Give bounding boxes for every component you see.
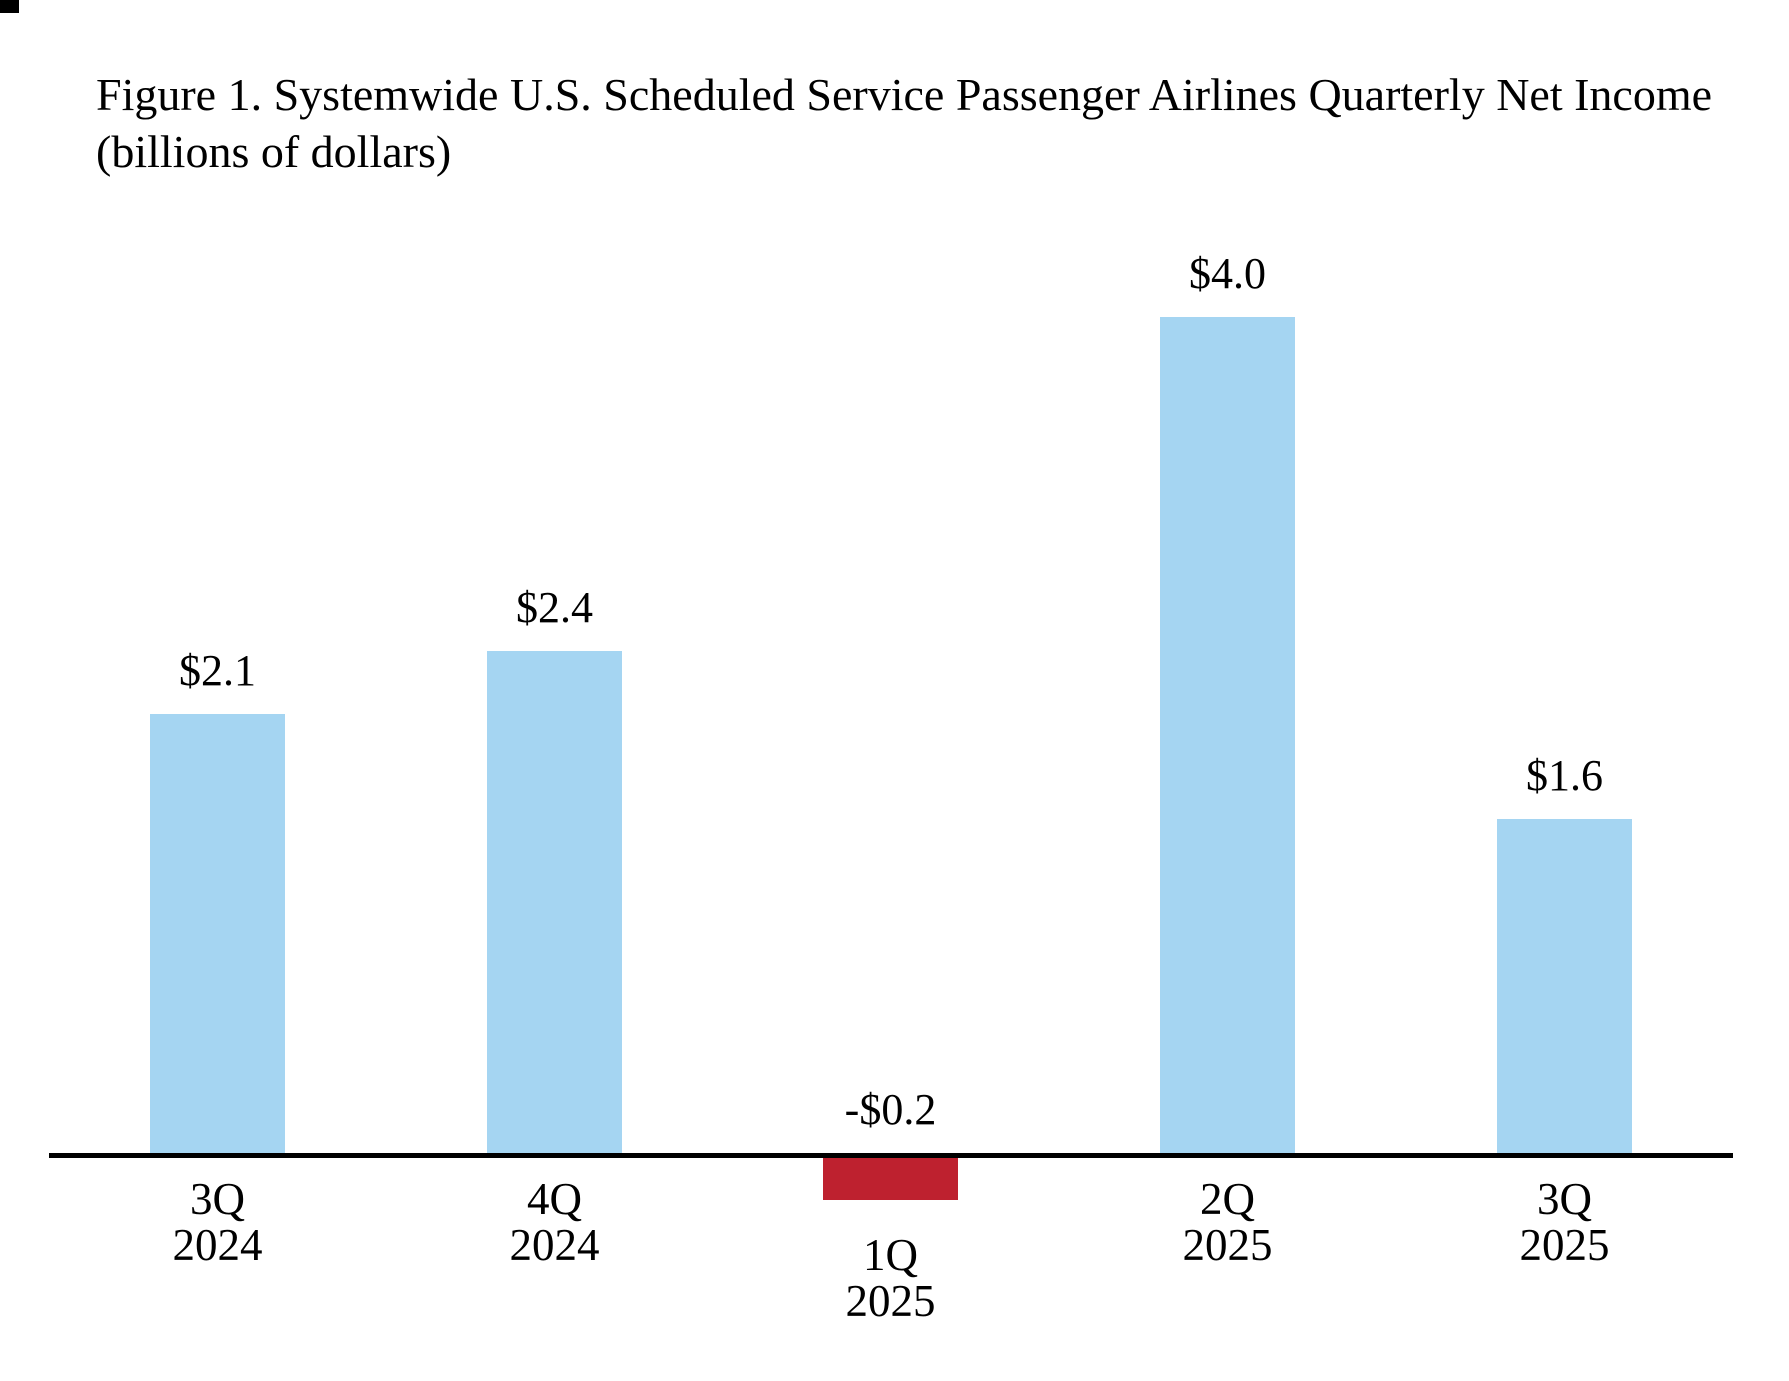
category-label-line: 2024 [172,1220,263,1270]
bar-3q-2024 [150,714,285,1153]
category-label-3q-2025: 3Q 2025 [1520,1177,1610,1269]
bar-4q-2024 [487,651,622,1153]
category-label-line: 4Q [527,1174,582,1224]
bar-3q-2025 [1497,819,1632,1153]
figure-title: Figure 1. Systemwide U.S. Scheduled Serv… [96,66,1712,180]
value-label-2q-2025: $4.0 [1189,249,1266,298]
category-label-3q-2024: 3Q 2024 [173,1177,263,1269]
value-label-4q-2024: $2.4 [516,583,593,632]
category-label-4q-2024: 4Q 2024 [510,1177,600,1269]
category-label-1q-2025: 1Q 2025 [846,1233,936,1325]
category-label-line: 2Q [1200,1174,1255,1224]
value-label-1q-2025: -$0.2 [844,1085,937,1134]
bar-2q-2025 [1160,317,1295,1153]
category-label-line: 1Q [863,1230,918,1280]
category-label-2q-2025: 2Q 2025 [1183,1177,1273,1269]
figure-title-line2: (billions of dollars) [96,126,452,177]
category-label-line: 3Q [190,1174,245,1224]
category-label-line: 2025 [1519,1220,1610,1270]
value-label-3q-2024: $2.1 [179,646,256,695]
category-label-line: 3Q [1537,1174,1592,1224]
figure-title-line1: Figure 1. Systemwide U.S. Scheduled Serv… [96,69,1713,120]
category-label-line: 2025 [1182,1220,1273,1270]
category-label-line: 2024 [509,1220,600,1270]
bar-1q-2025 [823,1158,958,1200]
value-label-3q-2025: $1.6 [1526,751,1603,800]
category-label-line: 2025 [845,1276,936,1326]
x-axis-line [49,1153,1733,1158]
screenshot-corner-artifact [0,0,19,13]
